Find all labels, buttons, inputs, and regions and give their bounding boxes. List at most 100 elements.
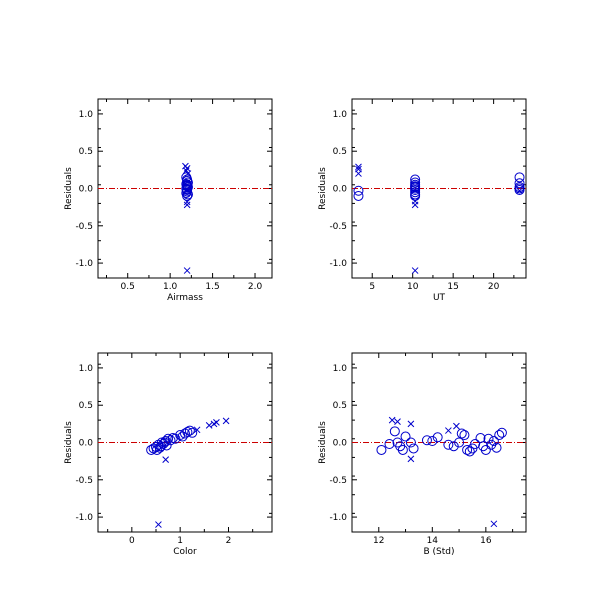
y-tick-label: 0.0 xyxy=(333,185,348,195)
circle-point xyxy=(470,438,481,449)
y-tick-label: 0.5 xyxy=(333,401,347,411)
x-point-stroke xyxy=(162,456,170,464)
circle-point xyxy=(180,428,190,439)
circle-point xyxy=(491,442,502,453)
x-point-stroke xyxy=(183,201,191,209)
circle-point xyxy=(182,189,193,200)
x-tick-label: 0.5 xyxy=(121,282,135,292)
circle-point xyxy=(353,190,364,201)
y-tick-label: -0.5 xyxy=(329,476,347,486)
x-tick-label: 1.0 xyxy=(163,282,178,292)
x-point xyxy=(183,267,191,274)
circle-point xyxy=(496,427,507,438)
circle-point xyxy=(514,178,525,189)
x-axis-title: UT xyxy=(433,293,446,303)
x-point xyxy=(355,170,362,177)
y-tick-label: 0.5 xyxy=(79,401,93,411)
y-axis-title: Residuals xyxy=(318,421,328,464)
x-tick-label: 1.5 xyxy=(205,282,219,292)
circle-point xyxy=(400,431,411,442)
x-point-stroke xyxy=(183,267,191,274)
x-point-stroke xyxy=(407,455,415,463)
y-tick-label: 1.0 xyxy=(333,110,348,120)
y-axis-title: Residuals xyxy=(64,421,74,464)
x-point-stroke xyxy=(184,170,192,177)
x-point xyxy=(162,456,170,464)
x-point xyxy=(355,163,362,171)
x-point xyxy=(388,416,396,424)
chart-panel: 1.0 0.5 0.0 -0.5 -1.0 5 10 15 20 UT Residuals xyxy=(318,98,527,303)
y-tick-label: 1.0 xyxy=(79,110,94,120)
y-tick-label: 0.0 xyxy=(79,185,94,195)
circle-point xyxy=(182,190,193,201)
x-point xyxy=(516,187,523,195)
panels: 1.0 0.5 0.0 -0.5 -1.0 0.5 1.0 1.5 2.0 Airmass Resi… xyxy=(64,98,527,557)
x-point-stroke xyxy=(394,418,401,425)
y-tick-label: -0.5 xyxy=(75,222,93,232)
circle-point xyxy=(353,185,364,196)
x-point-stroke xyxy=(516,187,523,195)
circle-point xyxy=(182,179,193,190)
y-axis-title: Residuals xyxy=(318,167,328,210)
circle-point xyxy=(456,428,467,439)
x-tick-label: 0 xyxy=(129,536,135,546)
circle-point xyxy=(514,183,525,194)
y-tick-label: 0.0 xyxy=(79,439,94,449)
circle-point xyxy=(182,427,193,438)
y-tick-label: -0.5 xyxy=(75,476,93,486)
x-tick-label: 14 xyxy=(427,536,439,546)
y-tick-label: 0.0 xyxy=(333,439,348,449)
circle-point xyxy=(161,440,172,451)
circle-point xyxy=(405,437,416,448)
x-axis-title: Color xyxy=(173,547,197,557)
y-tick-label: -1.0 xyxy=(75,259,93,269)
circle-point xyxy=(163,433,174,444)
x-point-stroke xyxy=(411,267,419,274)
chart-panel: 1.0 0.5 0.0 -0.5 -1.0 12 14 16 B (Std) Residuals xyxy=(318,352,527,557)
x-point-stroke xyxy=(453,422,460,430)
circle-point xyxy=(494,430,505,441)
circle-point xyxy=(184,425,195,436)
x-point-stroke xyxy=(411,201,419,209)
x-point xyxy=(183,198,191,206)
x-point xyxy=(193,426,201,434)
circle-point xyxy=(483,433,494,444)
x-point xyxy=(445,427,452,434)
circle-point xyxy=(187,427,198,438)
y-tick-label: -1.0 xyxy=(75,513,93,523)
x-point-stroke xyxy=(183,198,191,206)
circle-point xyxy=(443,439,454,450)
circle-point xyxy=(389,426,400,437)
x-point-stroke xyxy=(222,417,230,425)
circle-point xyxy=(480,444,491,455)
x-point xyxy=(407,420,415,428)
x-point-stroke xyxy=(407,420,415,428)
circle-point xyxy=(410,190,421,201)
x-point xyxy=(453,422,460,430)
x-point xyxy=(394,418,401,425)
circle-point xyxy=(421,435,432,446)
x-tick-label: 12 xyxy=(373,536,384,546)
circle-point xyxy=(408,443,419,454)
x-tick-label: 20 xyxy=(488,282,500,292)
chart-panel: 1.0 0.5 0.0 -0.5 -1.0 0.5 1.0 1.5 2.0 Airmass Resi… xyxy=(64,98,273,303)
circle-point xyxy=(376,444,387,455)
x-point-stroke xyxy=(388,416,396,424)
x-point-stroke xyxy=(182,167,190,174)
x-tick-label: 16 xyxy=(480,536,492,546)
circle-point xyxy=(459,430,470,441)
x-point xyxy=(407,455,415,463)
circle-point xyxy=(410,187,421,198)
x-point-stroke xyxy=(183,165,191,172)
x-point xyxy=(184,170,192,177)
x-tick-label: 1 xyxy=(177,536,183,546)
circle-point xyxy=(462,444,473,455)
circle-point xyxy=(427,436,438,447)
y-tick-label: -1.0 xyxy=(329,259,347,269)
circle-point xyxy=(165,435,176,446)
circle-point xyxy=(486,439,497,450)
circle-point xyxy=(454,437,465,448)
circle-point xyxy=(410,181,421,192)
